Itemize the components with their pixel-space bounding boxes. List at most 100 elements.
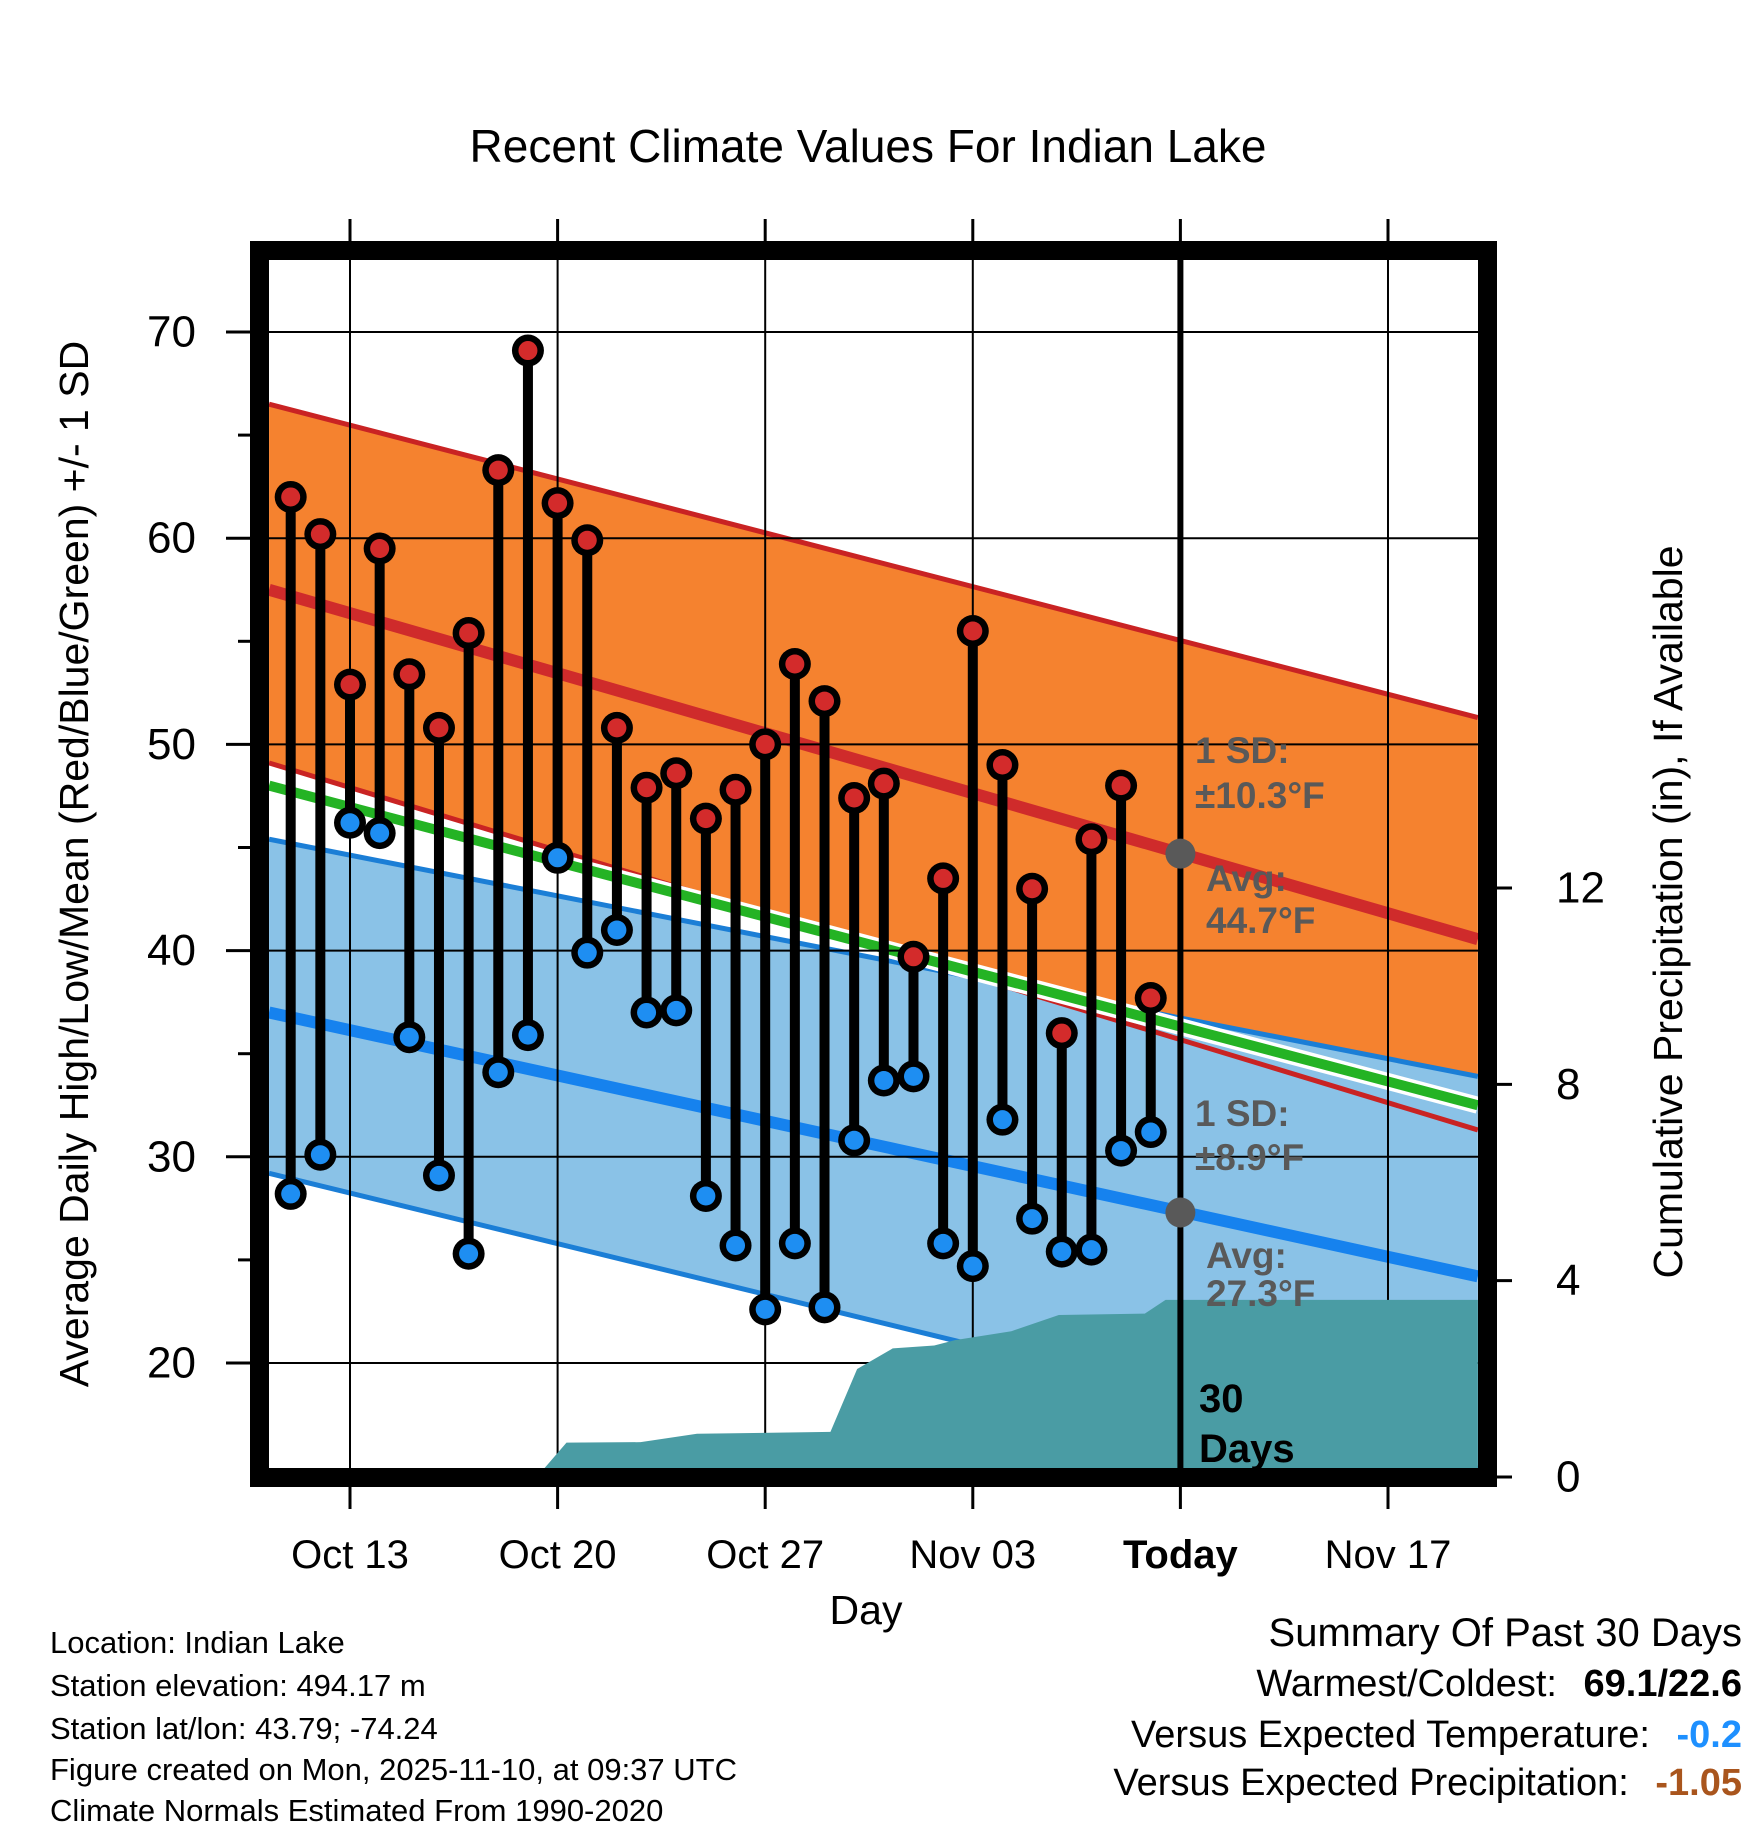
daily-low-dot (310, 1145, 330, 1165)
plot-border (250, 241, 1497, 1487)
summary-vs-temperature: Versus Expected Temperature: -0.2 (1131, 1714, 1742, 1756)
footer-normals: Climate Normals Estimated From 1990-2020 (50, 1793, 663, 1828)
chart-title: Recent Climate Values For Indian Lake (470, 120, 1267, 172)
daily-low-dot (281, 1184, 301, 1204)
cumulative-precip-area (544, 1299, 1478, 1468)
daily-low-dot (1111, 1141, 1131, 1161)
avg-low-annotation-label: Avg: (1206, 1235, 1287, 1276)
daily-high-dot (903, 947, 923, 967)
daily-low-dot (1022, 1209, 1042, 1229)
daily-low-dot (370, 823, 390, 843)
temp-tick-label: 20 (147, 1339, 196, 1388)
day-axis-title: Day (830, 1587, 903, 1633)
daily-high-dot (488, 460, 508, 480)
daily-low-dot (696, 1186, 716, 1206)
daily-low-dot (548, 848, 568, 868)
daily-high-dot (755, 734, 775, 754)
summary-vs-precipitation-value: -1.05 (1655, 1762, 1742, 1804)
daily-low-dot (1081, 1240, 1101, 1260)
daily-low-dot (1141, 1122, 1161, 1142)
daily-low-dot (577, 943, 597, 963)
daily-high-dot (1081, 829, 1101, 849)
daily-low-dot (992, 1110, 1012, 1130)
high-band-top-edge (269, 401, 1478, 721)
daily-low-dot (488, 1062, 508, 1082)
avg-low-today-marker (1165, 1197, 1196, 1228)
footer-location: Location: Indian Lake (50, 1625, 345, 1660)
avg-high-today-marker (1165, 838, 1196, 869)
precip-tick-label: 0 (1556, 1453, 1580, 1502)
summary-vs-precipitation: Versus Expected Precipitation: -1.05 (1113, 1762, 1742, 1804)
daily-high-dot (518, 341, 538, 361)
daily-low-dot (459, 1244, 479, 1264)
daily-low-dot (726, 1235, 746, 1255)
daily-low-dot (815, 1297, 835, 1317)
daily-high-dot (785, 654, 805, 674)
plot-inner-group (269, 260, 1478, 1468)
daily-low-dot (844, 1130, 864, 1150)
date-tick-label: Today (1123, 1533, 1239, 1577)
sd-high-annotation-value: ±10.3°F (1195, 775, 1325, 816)
daily-low-dot (518, 1025, 538, 1045)
precip-tick-label: 4 (1556, 1256, 1580, 1305)
sd-low-annotation-value: ±8.9°F (1195, 1137, 1304, 1178)
daily-low-dot (340, 813, 360, 833)
footer-elevation: Station elevation: 494.17 m (50, 1668, 426, 1703)
period-30-label: 30 (1199, 1377, 1244, 1421)
daily-low-dot (903, 1066, 923, 1086)
temp-tick-label: 30 (147, 1132, 196, 1181)
chart-plot-group: 20 30 40 50 60 70 0 4 8 12 Oct 13 Oct 20 Oct 27 Nov 0… (147, 219, 1605, 1577)
precip-axis-title: Cumulative Precipitation (in), If Availa… (1645, 545, 1691, 1278)
daily-low-dot (429, 1165, 449, 1185)
daily-high-dot (399, 664, 419, 684)
daily-low-dot (874, 1071, 894, 1091)
daily-low-dot (785, 1233, 805, 1253)
sd-high-annotation-label: 1 SD: (1195, 730, 1290, 771)
daily-high-dot (310, 524, 330, 544)
daily-high-dot (429, 718, 449, 738)
daily-high-dot (666, 763, 686, 783)
daily-low-dot (637, 1002, 657, 1022)
daily-low-dot (607, 920, 627, 940)
daily-low-dot (755, 1299, 775, 1319)
temp-tick-label: 50 (147, 720, 196, 769)
daily-high-dot (933, 868, 953, 888)
daily-low-dot (933, 1233, 953, 1253)
summary-title: Summary Of Past 30 Days (1269, 1611, 1742, 1655)
temp-tick-label: 60 (147, 514, 196, 563)
date-tick-label: Nov 03 (909, 1533, 1036, 1577)
period-days-label: Days (1199, 1427, 1295, 1471)
precip-tick-label: 12 (1556, 864, 1605, 913)
daily-high-dot (815, 691, 835, 711)
precip-tick-label: 8 (1556, 1060, 1580, 1109)
date-tick-label: Oct 27 (706, 1533, 824, 1577)
summary-warmest-coldest-value: 69.1/22.6 (1584, 1663, 1742, 1705)
daily-high-dot (281, 487, 301, 507)
daily-high-dot (992, 755, 1012, 775)
daily-low-dot (1052, 1242, 1072, 1262)
avg-high-annotation-label: Avg: (1206, 858, 1287, 899)
daily-high-dot (607, 718, 627, 738)
daily-high-dot (340, 675, 360, 695)
date-tick-label: Oct 13 (291, 1533, 409, 1577)
date-tick-label: Oct 20 (499, 1533, 617, 1577)
avg-high-annotation-value: 44.7°F (1206, 900, 1315, 941)
daily-high-dot (1052, 1023, 1072, 1043)
daily-high-dot (637, 778, 657, 798)
daily-high-dot (370, 539, 390, 559)
date-tick-label: Nov 17 (1325, 1533, 1452, 1577)
daily-high-dot (459, 623, 479, 643)
daily-high-dot (874, 774, 894, 794)
daily-low-dot (963, 1256, 983, 1276)
daily-high-dot (726, 780, 746, 800)
temp-axis-title: Average Daily High/Low/Mean (Red/Blue/Gr… (51, 341, 97, 1387)
summary-vs-temperature-value: -0.2 (1677, 1714, 1742, 1756)
daily-high-dot (1111, 776, 1131, 796)
summary-vs-temperature-label: Versus Expected Temperature: (1131, 1714, 1650, 1756)
daily-high-dot (1141, 988, 1161, 1008)
daily-high-dot (963, 621, 983, 641)
daily-high-dot (844, 788, 864, 808)
daily-low-dot (399, 1027, 419, 1047)
